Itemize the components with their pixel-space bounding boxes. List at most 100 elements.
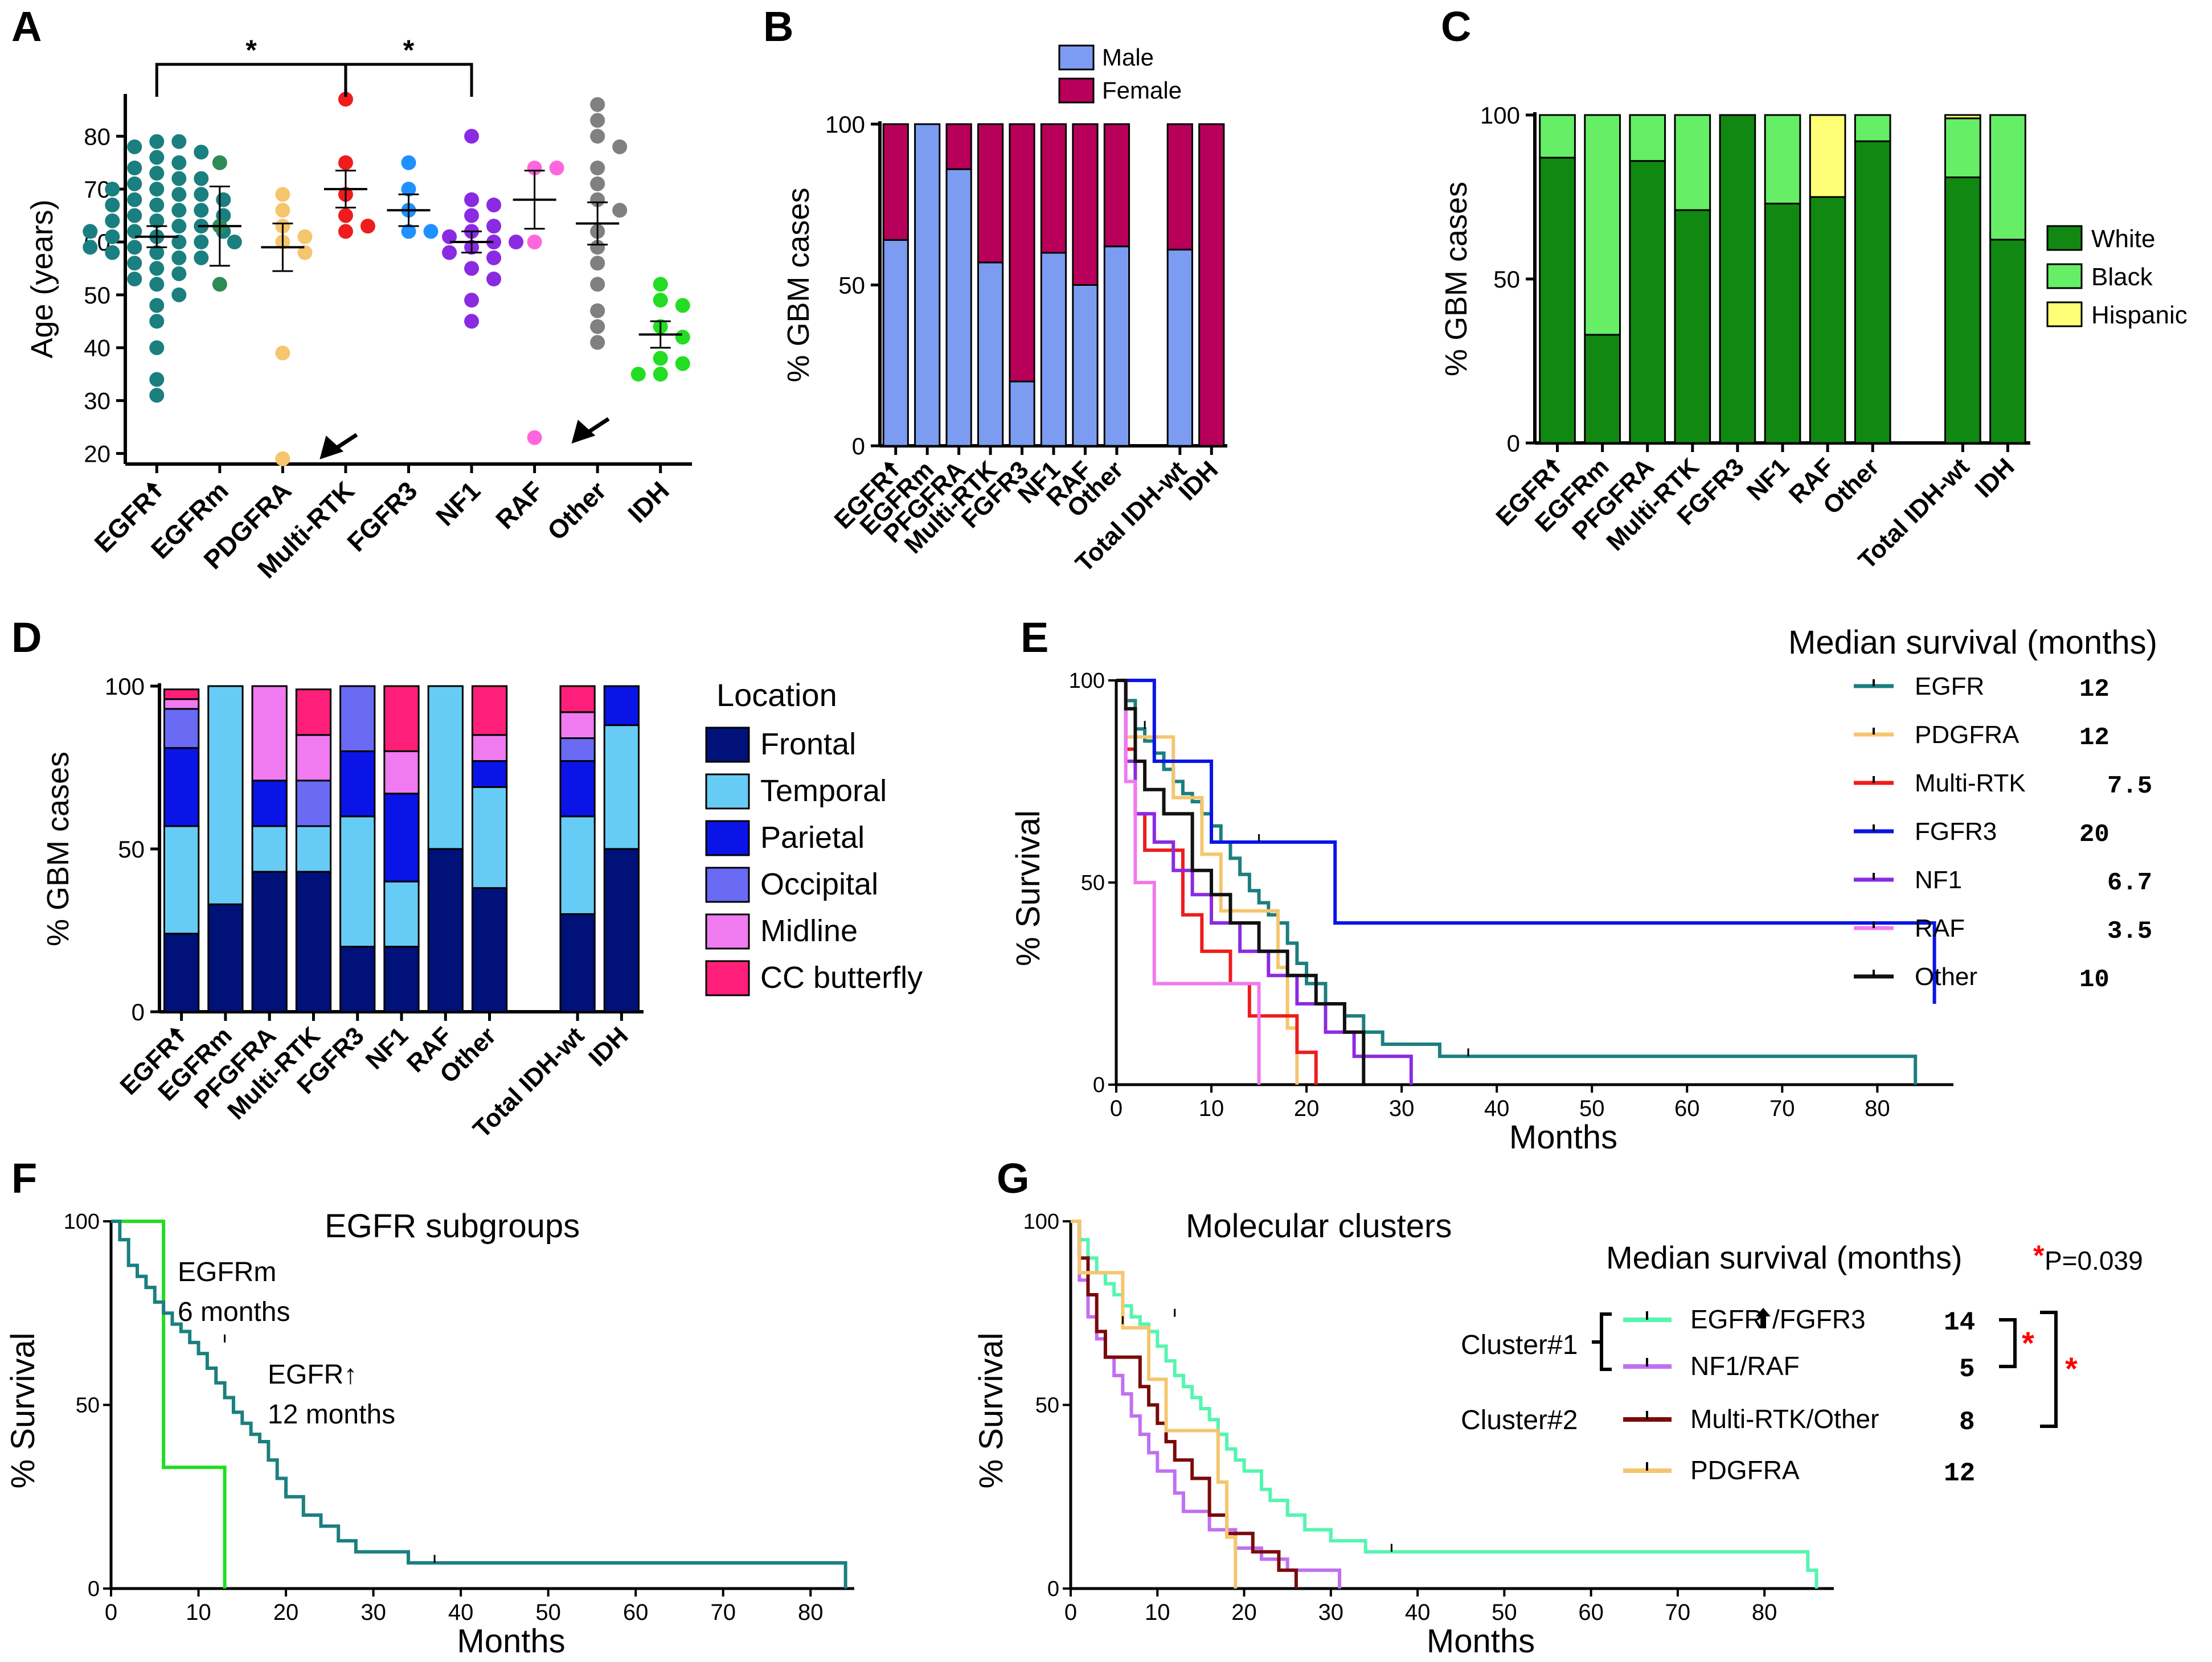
bar-segment [339, 946, 376, 1013]
legend-g-item: PDGFRA 12 [1623, 1455, 1975, 1488]
legend-label-temporal: Temporal [760, 774, 887, 808]
survival-curve [1071, 1220, 1818, 1589]
data-point [227, 235, 242, 249]
y-axis-label: % Survival [5, 1333, 42, 1489]
bar-segment [295, 825, 332, 873]
data-point [401, 155, 416, 170]
data-point [105, 213, 120, 228]
data-point [127, 272, 142, 286]
bar-segment [163, 698, 200, 710]
survival-curve [111, 1220, 227, 1589]
bar-segment [251, 871, 288, 1013]
panel-f-title: EGFR subgroups [325, 1208, 580, 1245]
y-tick-label: 50 [838, 272, 865, 299]
data-point [105, 198, 120, 212]
legend-label-parietal: Parietal [760, 820, 865, 855]
data-point [149, 245, 165, 260]
bar-segment [1103, 123, 1130, 248]
data-point [464, 192, 480, 207]
bar-segment [383, 750, 420, 795]
legend-label-black: Black [2091, 263, 2153, 291]
data-point [590, 335, 605, 350]
bar-segment [427, 848, 464, 1013]
arrow-up-icon [884, 462, 899, 477]
data-point [275, 346, 290, 360]
data-point [275, 451, 290, 466]
x-tick-label: 70 [710, 1600, 736, 1625]
bar-segment [207, 685, 244, 905]
x-tick-label: 40 [448, 1600, 474, 1625]
bar-segment [1009, 123, 1035, 383]
data-point [590, 113, 605, 128]
data-point [171, 203, 187, 218]
data-point [149, 166, 165, 181]
data-point [216, 192, 231, 207]
bar-segment [1629, 160, 1666, 444]
bar-segment [251, 685, 288, 782]
legend-g-median: 12 [1944, 1459, 1975, 1488]
legend-e-name: Multi-RTK [1915, 769, 2026, 797]
panel-g-title: Molecular clusters [1186, 1208, 1452, 1245]
bar-segment [295, 871, 332, 1013]
x-tick-label: 50 [535, 1600, 561, 1625]
bar-segment [977, 123, 1004, 264]
bar-segment [1944, 176, 1981, 444]
data-point [464, 261, 480, 276]
bar-segment [1040, 252, 1067, 447]
x-tick-label: IDH [622, 475, 675, 528]
legend-e-item: NF1 6.7 [1854, 866, 2152, 897]
cluster-1-bracket [1592, 1312, 1612, 1371]
y-tick-label: 100 [1023, 1210, 1059, 1234]
label-egfrm-median: 6 months [178, 1297, 290, 1327]
x-tick-label: 10 [1199, 1096, 1224, 1121]
bar-segment [251, 779, 288, 827]
legend-e-median: 20 [2079, 820, 2109, 849]
bar-segment [977, 261, 1004, 447]
data-point [590, 303, 605, 318]
cluster-1-label: Cluster#1 [1461, 1330, 1578, 1360]
legend-g-item: EGFR /FGFR3 14 [1623, 1304, 1975, 1337]
data-point [612, 139, 628, 154]
significance-star: * [245, 34, 257, 66]
bar-segment [339, 815, 376, 948]
bar-segment [1944, 117, 1981, 178]
bar-segment [1629, 114, 1666, 162]
y-axis-label: Age (years) [25, 199, 59, 358]
bar-segment [383, 880, 420, 948]
bar-segment [1719, 114, 1756, 444]
data-point [171, 287, 187, 302]
bar-segment [163, 747, 200, 827]
data-point [194, 171, 209, 186]
data-point [464, 208, 480, 223]
y-tick-label: 40 [84, 335, 110, 362]
data-point [127, 176, 142, 191]
legend-swatch-cc-butterfly [705, 960, 750, 996]
legend-label-cc-butterfly: CC butterfly [760, 961, 923, 995]
bar-segment [1009, 380, 1035, 447]
bar-segment [1166, 123, 1193, 251]
labels-f: EGFR subgroups EGFRm 6 months EGFR↑ 12 m… [178, 1208, 580, 1430]
bar-segment [1809, 114, 1846, 198]
y-tick-label: 50 [118, 836, 145, 863]
bar-segment [207, 903, 244, 1013]
bar-segment [1166, 248, 1193, 447]
data-point [127, 240, 142, 255]
data-point [275, 187, 290, 202]
data-point [127, 224, 142, 239]
data-point [194, 187, 209, 202]
arrow-up-icon [1546, 459, 1560, 474]
x-tick-label: 0 [105, 1600, 117, 1625]
x-tick-label: NF1 [430, 475, 486, 531]
x-tick-label: IDH [1173, 455, 1223, 506]
arrow-up-icon [147, 482, 162, 498]
data-point [297, 229, 313, 244]
data-point [486, 198, 502, 212]
survival-curve [1116, 679, 1366, 1085]
bar-segment [1989, 114, 2026, 241]
x-tick-label: 80 [1752, 1600, 1777, 1625]
data-point [527, 235, 542, 249]
legend-g-header: Median survival (months) [1606, 1240, 1963, 1275]
bar-segment [559, 737, 596, 762]
panel-label-C: C [1441, 3, 1471, 50]
